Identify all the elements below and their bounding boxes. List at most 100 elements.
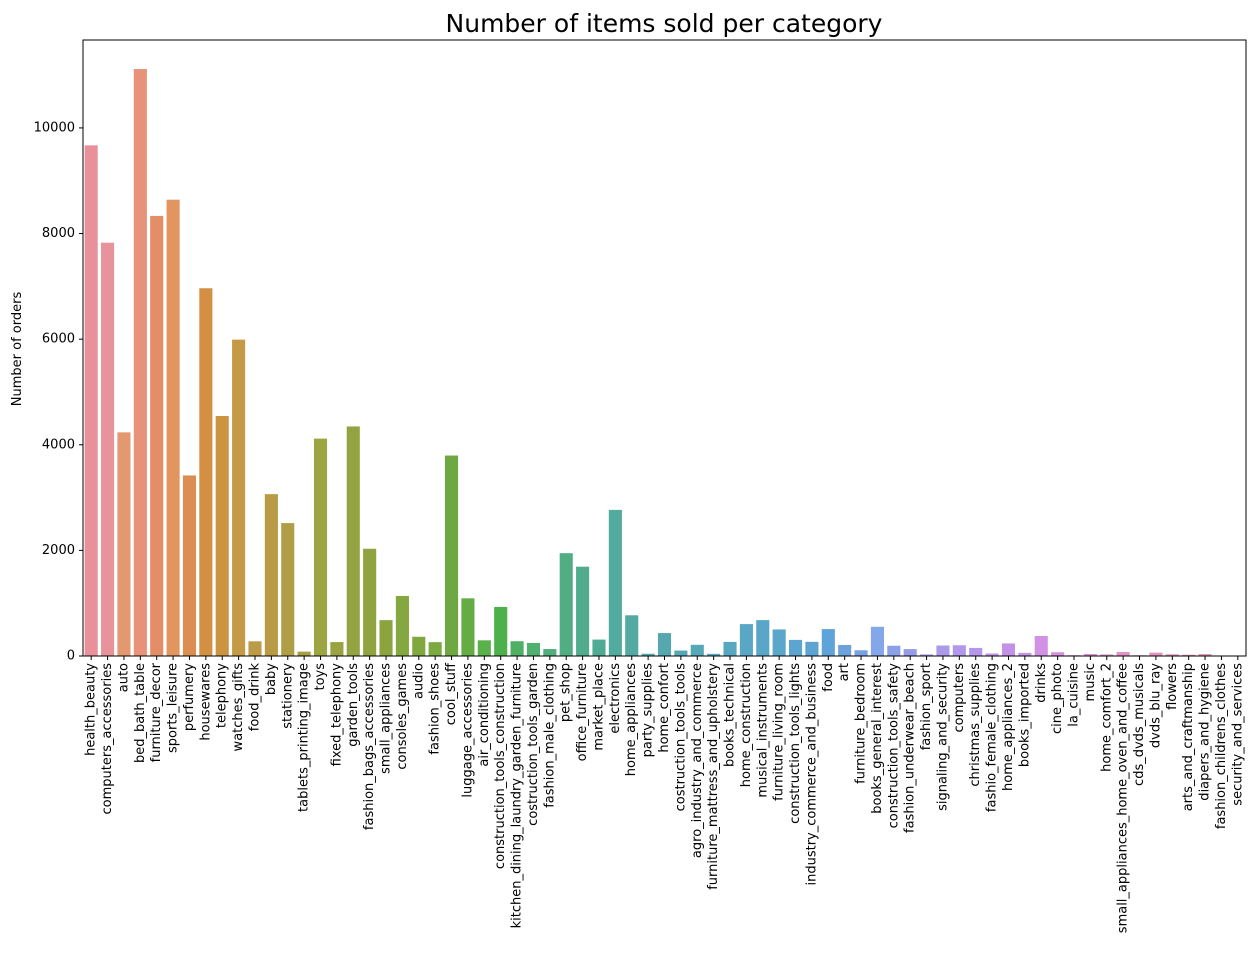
bar-market_place — [592, 639, 606, 656]
x-tick-label: baby — [264, 663, 279, 695]
bar-electronics — [608, 509, 622, 656]
y-tick-label: 8000 — [42, 226, 75, 241]
x-tick-label: furniture_mattress_and_upholstery — [706, 663, 721, 890]
x-tick-label: computers_accessories — [100, 663, 115, 815]
x-tick-label: market_place — [591, 663, 606, 751]
x-tick-label: home_confort — [657, 663, 672, 753]
bar-furniture_decor — [150, 215, 164, 656]
x-tick-label: fashion_childrens_clothes — [1214, 663, 1229, 829]
bar-construction_tools_safety — [887, 645, 901, 656]
bar-food — [821, 629, 835, 656]
x-tick-label: cds_dvds_musicals — [1132, 663, 1147, 786]
x-tick-label: la_cuisine — [1067, 663, 1082, 727]
x-tick-label: computers — [952, 663, 967, 733]
x-tick-label: fashion_male_clothing — [542, 663, 557, 808]
x-tick-label: furniture_bedroom — [854, 663, 869, 784]
bar-music — [1083, 653, 1097, 656]
x-tick-label: perfumery — [182, 663, 197, 731]
bar-bed_bath_table — [133, 69, 147, 657]
x-tick-label: pet_shop — [559, 663, 574, 722]
bar-art — [838, 644, 852, 656]
plot-frame — [82, 39, 1247, 657]
x-tick-label: industry_commerce_and_business — [804, 663, 819, 886]
bar-home_construction — [739, 624, 753, 656]
y-tick-label: 10000 — [34, 120, 75, 135]
x-tick-label: home_comfort_2 — [1099, 663, 1114, 772]
bar-signaling_and_security — [936, 645, 950, 656]
bar-food_drink — [248, 641, 262, 656]
x-tick-label: christmas_supplies — [968, 663, 983, 787]
bar-air_conditioning — [477, 640, 491, 656]
bar-audio — [412, 636, 426, 656]
x-tick-label: telephony — [215, 663, 230, 728]
x-tick-label: sports_leisure — [166, 663, 181, 753]
x-tick-label: dvds_blu_ray — [1148, 663, 1163, 748]
x-tick-label: housewares — [198, 663, 213, 741]
x-tick-label: diapers_and_hygiene — [1198, 663, 1213, 801]
x-tick-label: books_imported — [1017, 663, 1032, 767]
bar-christmas_supplies — [969, 647, 983, 656]
x-tick-label: flowers — [1165, 663, 1180, 710]
x-tick-label: fashio_female_clothing — [985, 663, 1000, 812]
bar-perfumery — [182, 475, 197, 656]
x-tick-label: musical_instruments — [755, 663, 770, 798]
bar-watches_gifts — [232, 339, 246, 656]
bar-furniture_mattress_and_upholstery — [707, 653, 721, 656]
x-tick-label: small_appliances_home_oven_and_coffee — [1116, 663, 1131, 933]
bar-fashio_female_clothing — [985, 653, 999, 656]
bar-small_appliances_home_oven_and_coffee — [1116, 651, 1130, 656]
x-ticks-group: health_beauty computers_accessories auto be… — [84, 656, 1245, 933]
bar-kitchen_dining_laundry_garden_furniture — [510, 641, 524, 656]
bar-home_appliances_2 — [1001, 643, 1016, 656]
bar-cine_photo — [1051, 652, 1065, 656]
bar-toys — [313, 438, 328, 656]
bar-stationery — [281, 523, 295, 656]
x-tick-label: kitchen_dining_laundry_garden_furniture — [510, 663, 525, 928]
x-tick-label: agro_industry_and_commerce — [690, 663, 705, 858]
bar-agro_industry_and_commerce — [690, 644, 704, 656]
x-tick-label: air_conditioning — [477, 663, 492, 767]
x-tick-label: electronics — [608, 663, 623, 734]
bar-fashion_male_clothing — [543, 649, 557, 656]
bar-baby — [264, 494, 278, 656]
x-tick-label: fashion_shoes — [428, 663, 443, 755]
bar-books_technical — [723, 641, 737, 656]
bar-furniture_bedroom — [854, 650, 868, 656]
x-tick-label: fashion_bags_accessories — [362, 663, 377, 830]
bar-luggage_accessories — [461, 598, 475, 656]
x-tick-label: health_beauty — [84, 663, 99, 756]
x-tick-label: stationery — [280, 663, 295, 729]
x-tick-label: costruction_tools_tools — [673, 663, 688, 812]
bar-fixed_telephony — [330, 642, 344, 656]
x-tick-label: luggage_accessories — [460, 663, 475, 798]
bar-computers — [952, 645, 966, 656]
x-tick-label: construction_tools_lights — [788, 663, 803, 824]
bar-dvds_blu_ray — [1149, 652, 1163, 656]
x-tick-label: home_appliances_2 — [1001, 663, 1016, 791]
bar-industry_commerce_and_business — [805, 641, 819, 656]
x-tick-label: drinks — [1034, 663, 1049, 703]
bar-drinks — [1034, 635, 1048, 656]
bar-home_appliances — [625, 615, 639, 656]
bar-books_general_interest — [870, 626, 884, 656]
x-tick-label: music — [1083, 663, 1098, 701]
x-tick-label: home_appliances — [624, 663, 639, 776]
x-tick-label: construction_tools_safety — [886, 663, 901, 829]
bar-diapers_and_hygiene — [1198, 654, 1212, 656]
bar-telephony — [215, 415, 229, 656]
x-tick-label: toys — [313, 663, 328, 691]
bar-costruction_tools_tools — [674, 650, 688, 656]
bar-computers_accessories — [101, 242, 115, 656]
bar-flowers — [1165, 654, 1179, 656]
x-tick-label: home_construction — [739, 663, 754, 787]
bar-small_appliances — [379, 620, 393, 656]
bar-fashion_bags_accessories — [363, 548, 377, 656]
x-tick-label: signaling_and_security — [935, 663, 950, 811]
x-tick-label: furniture_living_room — [772, 663, 787, 801]
y-tick-label: 0 — [67, 649, 75, 664]
bar-cool_stuff — [445, 455, 459, 656]
y-tick-label: 2000 — [42, 543, 75, 558]
bar-construction_tools_lights — [788, 639, 803, 656]
x-tick-label: furniture_decor — [149, 662, 164, 762]
